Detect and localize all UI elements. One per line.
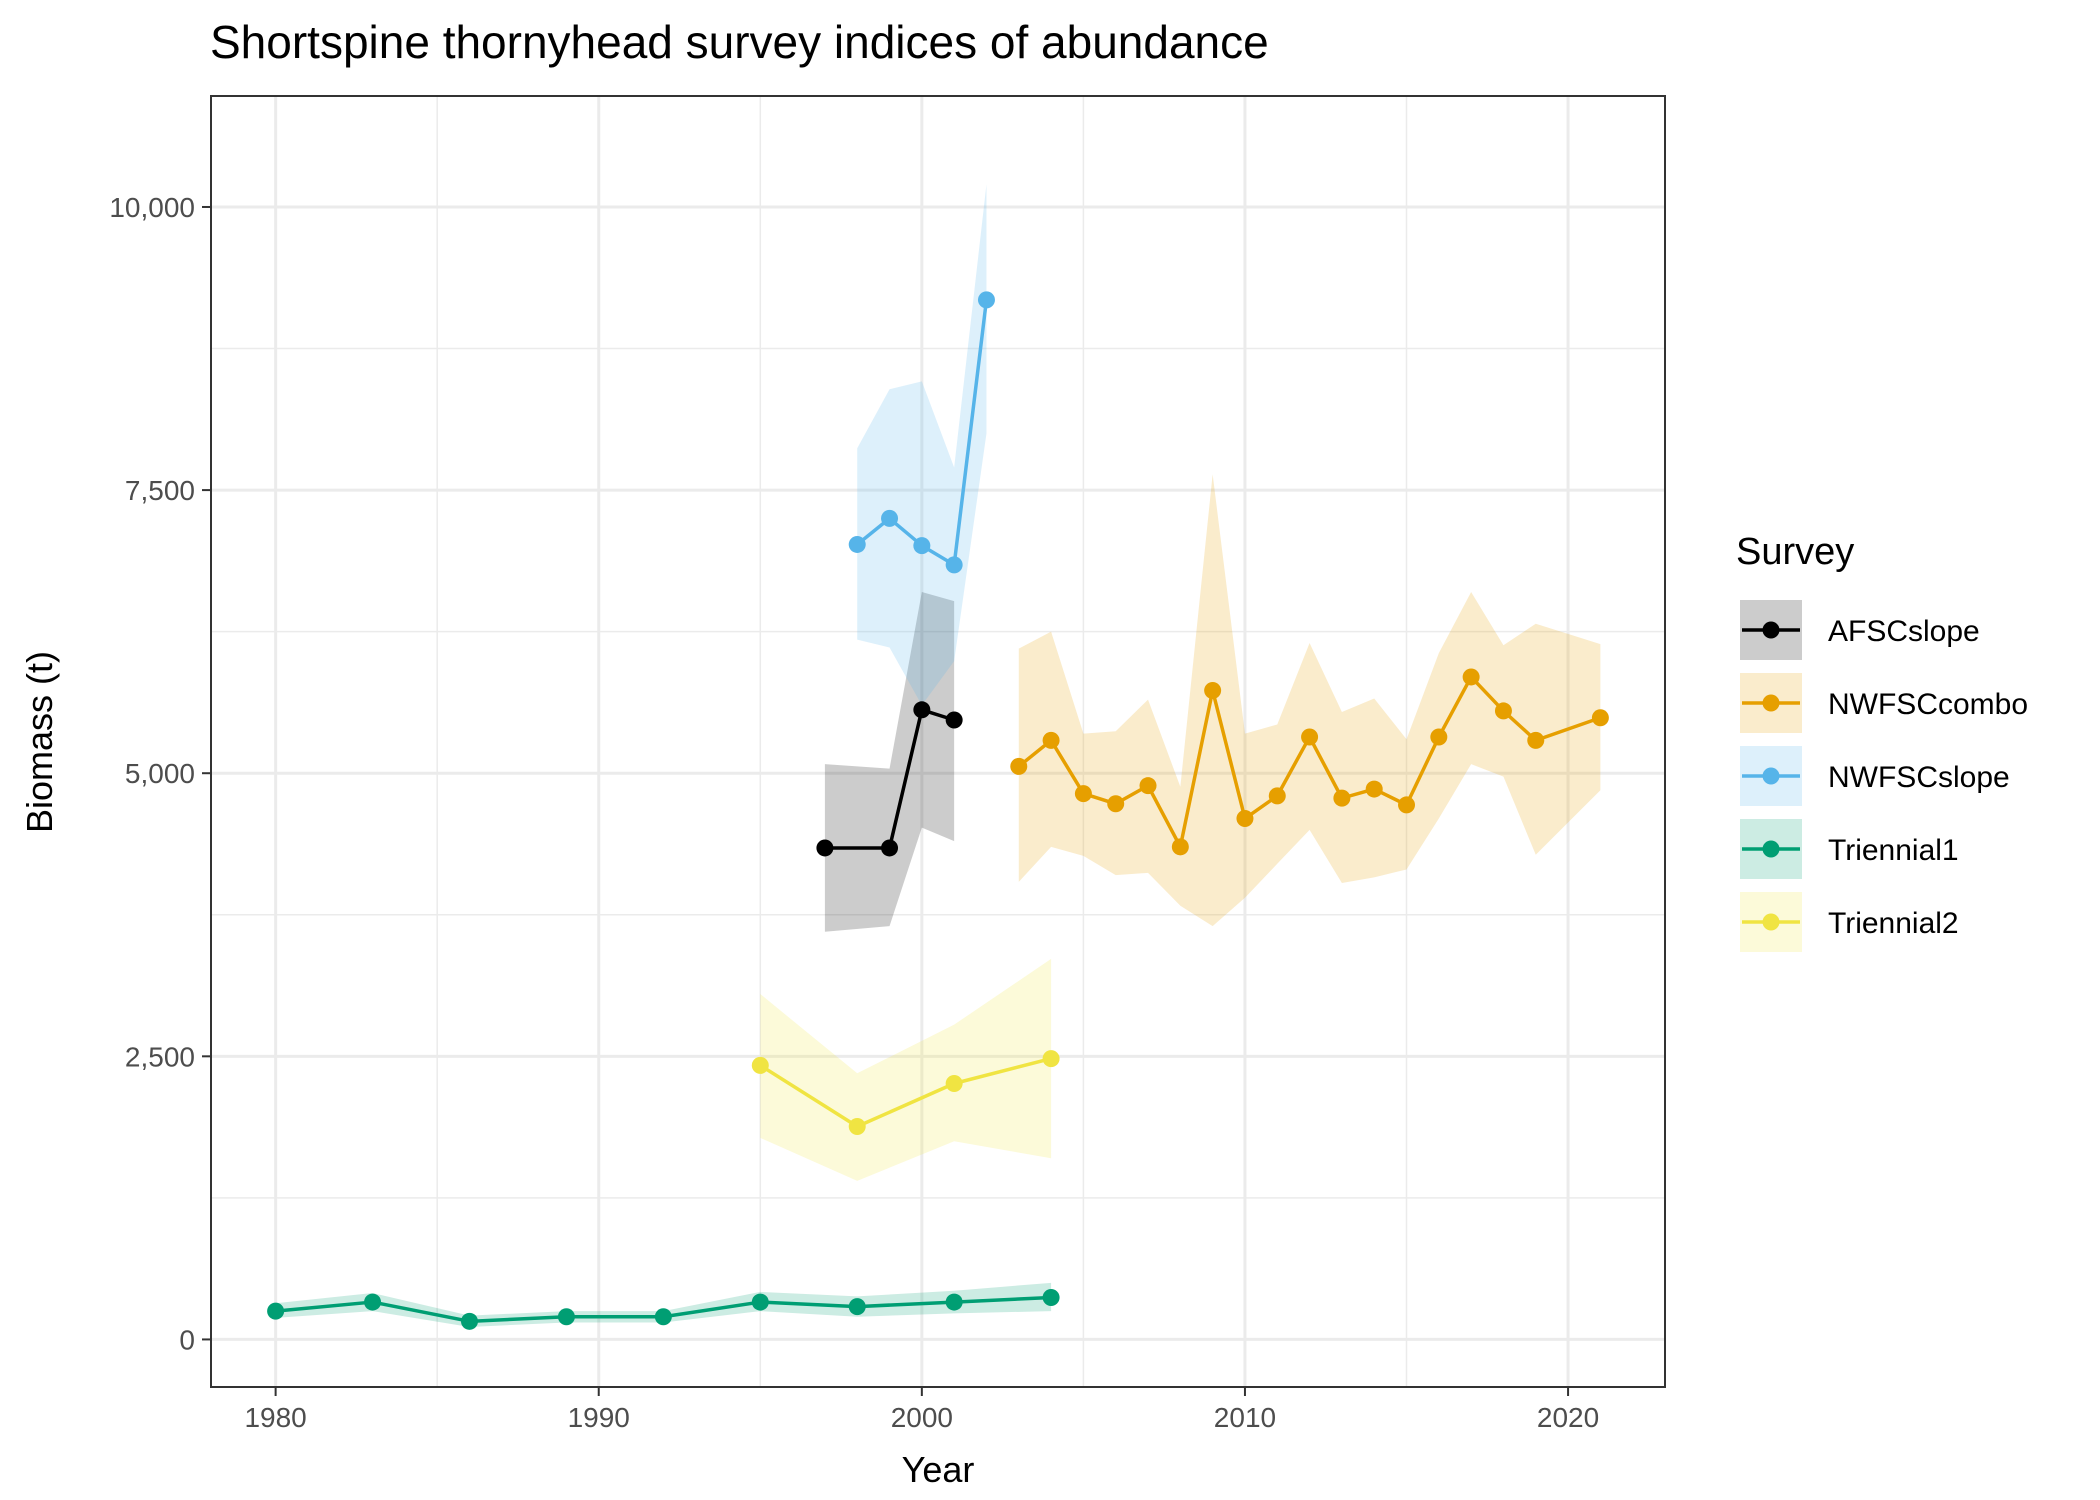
legend-item-afscslope: AFSCslope: [1740, 600, 1980, 660]
point-afscslope: [881, 839, 899, 857]
point-nwfscslope: [913, 537, 931, 555]
legend: Survey AFSCslope NWFSCcombo NWFSCslope Trie…: [1736, 531, 2028, 952]
y-tick-label: 10,000: [109, 192, 195, 223]
point-nwfscslope: [977, 291, 995, 309]
point-nwfsccombo: [1430, 728, 1448, 746]
point-nwfsccombo: [1171, 838, 1189, 856]
point-triennial1: [654, 1308, 672, 1326]
point-nwfscslope: [848, 535, 866, 553]
point-nwfsccombo: [1527, 731, 1545, 749]
point-nwfsccombo: [1074, 785, 1092, 803]
point-nwfsccombo: [1204, 682, 1222, 700]
grid-layer: [211, 96, 1665, 1387]
point-afscslope: [816, 839, 834, 857]
point-nwfsccombo: [1301, 728, 1319, 746]
point-triennial1: [848, 1298, 866, 1316]
legend-item-nwfscslope: NWFSCslope: [1740, 746, 2010, 806]
legend-item-triennial1: Triennial1: [1740, 819, 1959, 879]
line-afscslope: [824, 708, 955, 850]
point-nwfsccombo: [1591, 709, 1609, 727]
point-triennial1: [557, 1308, 575, 1326]
panel-border: [210, 95, 1666, 1388]
legend-key-point: [1762, 840, 1780, 858]
point-nwfsccombo: [1236, 810, 1254, 828]
axis-layer: 1980 1990 2000 2010 2020 0 2,500 5,000 7,500 10,0…: [109, 192, 1599, 1433]
legend-key-point: [1762, 913, 1780, 931]
point-nwfsccombo: [1398, 796, 1416, 814]
legend-key-point: [1762, 694, 1780, 712]
point-afscslope: [913, 701, 931, 719]
point-nwfsccombo: [1107, 795, 1125, 813]
legend-label: AFSCslope: [1828, 615, 1980, 648]
legend-label: NWFSCcombo: [1828, 688, 2028, 721]
point-layer: [267, 291, 1609, 1330]
chart-title: Shortspine thornyhead survey indices of …: [210, 16, 1269, 68]
legend-item-triennial2: Triennial2: [1740, 892, 1959, 952]
point-nwfsccombo: [1139, 777, 1157, 795]
point-nwfsccombo: [1010, 757, 1028, 775]
point-triennial1: [460, 1312, 478, 1330]
legend-label: NWFSCslope: [1828, 761, 2010, 794]
legend-items: AFSCslope NWFSCcombo NWFSCslope Triennial1 T…: [1740, 600, 2028, 952]
ribbon-triennial2: [760, 958, 1052, 1181]
legend-key-point: [1762, 621, 1780, 639]
legend-label: Triennial2: [1828, 907, 1959, 940]
point-nwfsccombo: [1462, 668, 1480, 686]
point-triennial1: [364, 1293, 382, 1311]
y-tick-label: 5,000: [125, 758, 195, 789]
ribbon-nwfscslope: [857, 184, 987, 706]
x-tick-label: 1990: [568, 1402, 630, 1433]
point-triennial2: [751, 1056, 769, 1074]
point-triennial1: [1042, 1289, 1060, 1307]
point-triennial2: [945, 1075, 963, 1093]
point-nwfsccombo: [1494, 702, 1512, 720]
legend-title: Survey: [1736, 531, 1854, 573]
x-tick-label: 2010: [1214, 1402, 1276, 1433]
plot-panel: [211, 96, 1665, 1387]
y-tick-label: 0: [179, 1324, 195, 1355]
x-tick-label: 2020: [1537, 1402, 1599, 1433]
point-nwfscslope: [945, 556, 963, 574]
x-tick-label: 1980: [244, 1402, 306, 1433]
point-triennial1: [945, 1293, 963, 1311]
point-triennial2: [1042, 1050, 1060, 1068]
point-triennial1: [751, 1293, 769, 1311]
legend-item-nwfsccombo: NWFSCcombo: [1740, 673, 2028, 733]
line-triennial2: [759, 1056, 1052, 1129]
point-triennial2: [848, 1118, 866, 1136]
legend-key-point: [1762, 767, 1780, 785]
point-nwfsccombo: [1042, 731, 1060, 749]
x-axis-title: Year: [902, 1449, 975, 1490]
legend-label: Triennial1: [1828, 834, 1959, 867]
point-nwfsccombo: [1268, 787, 1286, 805]
y-tick-label: 2,500: [125, 1041, 195, 1072]
x-tick-label: 2000: [891, 1402, 953, 1433]
y-axis-title: Biomass (t): [19, 651, 60, 833]
point-nwfsccombo: [1365, 780, 1383, 798]
y-tick-label: 7,500: [125, 475, 195, 506]
point-afscslope: [945, 711, 963, 729]
point-nwfscslope: [881, 509, 899, 527]
point-triennial1: [267, 1302, 285, 1320]
point-nwfsccombo: [1333, 789, 1351, 807]
